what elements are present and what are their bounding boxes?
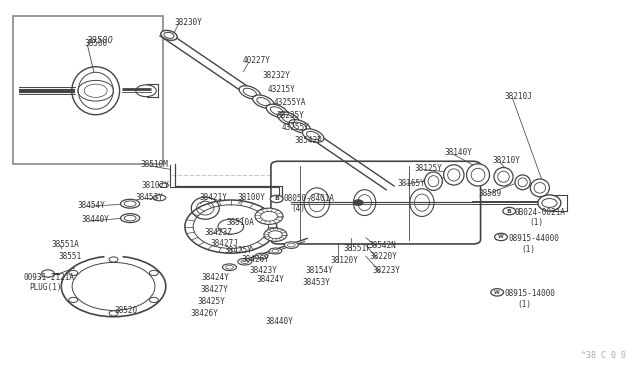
Ellipse shape: [239, 86, 260, 99]
Ellipse shape: [223, 264, 237, 270]
Text: 38220Y: 38220Y: [369, 252, 397, 262]
Circle shape: [109, 257, 118, 262]
Text: 38102Y: 38102Y: [141, 181, 170, 190]
Text: 38453Y: 38453Y: [135, 193, 163, 202]
Text: 38210J: 38210J: [505, 92, 532, 101]
Ellipse shape: [269, 248, 282, 254]
Text: 38551: 38551: [59, 252, 82, 262]
Text: B: B: [274, 196, 279, 202]
Circle shape: [149, 297, 158, 302]
Ellipse shape: [494, 167, 513, 186]
Text: 38551F: 38551F: [343, 244, 371, 253]
Text: 38125Y: 38125Y: [414, 164, 442, 173]
Text: 38100Y: 38100Y: [237, 193, 265, 202]
Text: (1): (1): [518, 300, 531, 310]
Text: 38423Y: 38423Y: [250, 266, 278, 275]
Text: 38453Y: 38453Y: [302, 278, 330, 287]
Ellipse shape: [538, 195, 561, 211]
Text: 08050-8401A: 08050-8401A: [283, 195, 334, 203]
Text: 43255Y: 43255Y: [282, 123, 310, 132]
Text: 38500: 38500: [84, 39, 108, 48]
Text: 38154Y: 38154Y: [305, 266, 333, 275]
Text: 38551A: 38551A: [51, 240, 79, 249]
Ellipse shape: [303, 129, 324, 142]
Ellipse shape: [424, 172, 442, 190]
Text: 38235Y: 38235Y: [276, 110, 305, 120]
Ellipse shape: [238, 259, 252, 265]
Text: (1): (1): [529, 218, 543, 227]
Ellipse shape: [289, 119, 310, 133]
Text: 08915-14000: 08915-14000: [505, 289, 556, 298]
Text: 38440Y: 38440Y: [81, 215, 109, 224]
Circle shape: [68, 297, 77, 302]
Ellipse shape: [284, 242, 298, 248]
Text: 38230Y: 38230Y: [175, 18, 202, 27]
Circle shape: [270, 195, 283, 203]
Text: 38424Y: 38424Y: [256, 275, 284, 283]
Text: 40227Y: 40227Y: [243, 56, 270, 65]
Text: 38210Y: 38210Y: [492, 156, 520, 166]
Circle shape: [255, 208, 283, 224]
Circle shape: [491, 289, 504, 296]
Text: (4): (4): [291, 203, 305, 213]
Text: W: W: [494, 290, 500, 295]
Text: 38542N: 38542N: [369, 241, 396, 250]
Text: ^38 C 0 0: ^38 C 0 0: [581, 351, 626, 360]
Ellipse shape: [531, 179, 549, 197]
Circle shape: [42, 270, 54, 277]
Text: 38542P: 38542P: [294, 137, 323, 145]
Circle shape: [68, 270, 77, 276]
Text: 43215Y: 43215Y: [268, 85, 296, 94]
Ellipse shape: [515, 175, 531, 190]
Text: 38120Y: 38120Y: [330, 256, 358, 265]
Text: 38427J: 38427J: [211, 239, 238, 248]
Circle shape: [264, 228, 287, 241]
Circle shape: [185, 200, 276, 253]
Text: 38425Y: 38425Y: [225, 246, 252, 255]
Text: 38423Z: 38423Z: [204, 228, 232, 237]
Text: 08915-44000: 08915-44000: [509, 234, 559, 243]
Text: 00931-2121A: 00931-2121A: [23, 273, 74, 282]
Text: 38165Y: 38165Y: [397, 179, 426, 187]
Text: 38424Y: 38424Y: [202, 273, 229, 282]
Ellipse shape: [266, 104, 288, 118]
Text: 38520: 38520: [115, 306, 138, 315]
Text: 38510M: 38510M: [140, 160, 168, 169]
Text: 38421Y: 38421Y: [199, 193, 227, 202]
Circle shape: [149, 270, 158, 276]
Bar: [13, 16, 163, 164]
Circle shape: [61, 256, 166, 317]
Ellipse shape: [278, 112, 299, 125]
FancyBboxPatch shape: [271, 161, 481, 244]
Circle shape: [109, 311, 118, 316]
Text: 38589: 38589: [478, 189, 501, 198]
Text: 43255YA: 43255YA: [274, 98, 307, 107]
Text: PLUG(1): PLUG(1): [29, 283, 62, 292]
Ellipse shape: [255, 253, 268, 259]
Text: 38232Y: 38232Y: [262, 71, 291, 80]
Circle shape: [503, 208, 516, 215]
Ellipse shape: [444, 165, 464, 185]
Text: 38426Y: 38426Y: [190, 309, 218, 318]
Ellipse shape: [253, 95, 274, 108]
Text: 38500: 38500: [87, 36, 114, 45]
Text: W: W: [498, 234, 504, 240]
Text: 38426Y: 38426Y: [241, 254, 269, 264]
Text: 38427Y: 38427Y: [200, 285, 228, 294]
Text: 38510A: 38510A: [227, 218, 254, 227]
Circle shape: [353, 200, 364, 206]
Text: 38454Y: 38454Y: [78, 201, 106, 210]
Ellipse shape: [161, 31, 177, 40]
Text: 38223Y: 38223Y: [372, 266, 400, 275]
Text: 38425Y: 38425Y: [198, 297, 225, 306]
Text: 38140Y: 38140Y: [445, 148, 473, 157]
Text: (1): (1): [522, 245, 535, 254]
Circle shape: [495, 233, 508, 241]
Text: 38440Y: 38440Y: [266, 317, 294, 326]
Text: B: B: [507, 209, 512, 214]
Text: 0B024-0021A: 0B024-0021A: [515, 208, 566, 217]
Ellipse shape: [467, 164, 490, 186]
